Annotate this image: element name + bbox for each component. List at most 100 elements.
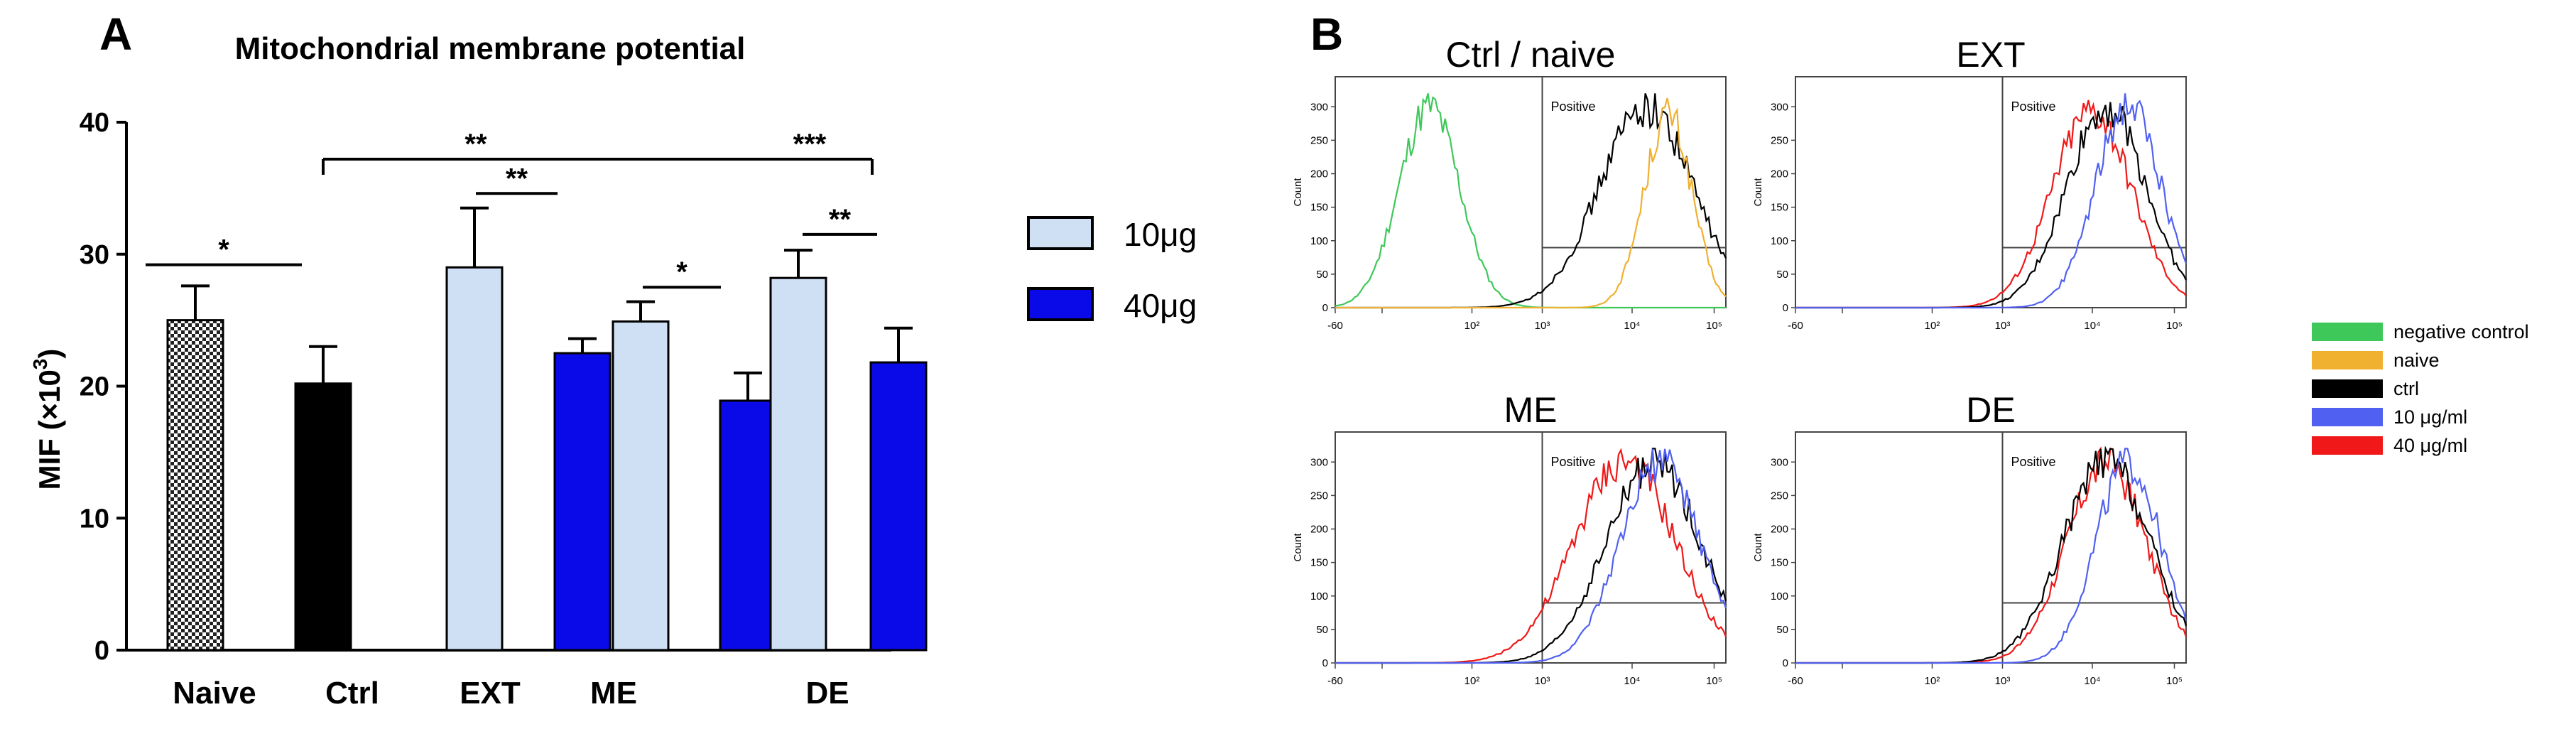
x-tick-label: 10⁴ <box>1624 675 1640 687</box>
gate-label: Positive <box>1551 455 1596 469</box>
y-tick-label: 50 <box>1316 269 1328 281</box>
significance-label: ** <box>829 204 852 235</box>
x-tick-label: 10⁴ <box>2084 320 2100 332</box>
x-tick-label: 10⁵ <box>1706 675 1722 687</box>
legend-label: ctrl <box>2393 378 2419 399</box>
histogram-curve <box>1335 97 1727 309</box>
bar-ext-10μg <box>445 266 504 652</box>
histogram-curve <box>1335 93 1726 309</box>
x-category-label: Naive <box>173 676 256 711</box>
y-tick-label: 0 <box>94 636 109 666</box>
legend-label: 40 μg/ml <box>2393 435 2467 456</box>
chart-b-legend: negative control naive ctrl 10 μg/ml 40 μg/m… <box>2312 321 2529 456</box>
histogram-frame <box>1795 431 2187 664</box>
legend-swatch <box>1027 216 1094 250</box>
legend-swatch <box>1027 287 1094 321</box>
x-category-label: DE <box>805 676 849 711</box>
y-tick-label: 40 <box>80 108 109 138</box>
histogram-panel: DE Positive Count 0 50 100 150 200 250 300 -60 10² 1… <box>1752 390 2188 687</box>
y-tick-label: 0 <box>1322 302 1328 314</box>
gate-label: Positive <box>2011 99 2056 114</box>
y-tick-label: 250 <box>1771 134 1788 146</box>
x-tick-label: 10² <box>1925 320 1940 332</box>
legend-swatch <box>2312 408 2383 426</box>
legend-swatch <box>2312 323 2383 341</box>
legend-swatch <box>2312 436 2383 455</box>
x-tick-label: 10² <box>1925 675 1940 687</box>
legend-swatch <box>2312 351 2383 369</box>
y-axis-label: Count <box>1292 178 1304 207</box>
y-tick-label: 100 <box>1310 235 1328 247</box>
legend-label: 40μg <box>1124 287 1197 324</box>
histogram-curve <box>1335 93 1727 309</box>
legend-label: 10 μg/ml <box>2393 406 2467 428</box>
histogram-title: DE <box>1966 390 2015 430</box>
x-tick-label: -60 <box>1327 675 1343 687</box>
legend-label: negative control <box>2393 321 2529 342</box>
x-tick-label: 10² <box>1464 675 1480 687</box>
y-tick-label: 250 <box>1310 490 1328 502</box>
y-tick-label: 50 <box>1776 624 1788 636</box>
histogram-curve <box>1795 446 2188 664</box>
y-tick-label: 0 <box>1322 657 1328 669</box>
significance-label: ** <box>464 129 487 160</box>
x-tick-label: 10⁴ <box>2084 675 2100 687</box>
y-tick-label: 30 <box>80 240 109 270</box>
y-tick-label: 50 <box>1316 624 1328 636</box>
x-tick-label: 10³ <box>1995 675 2011 687</box>
y-tick-label: 300 <box>1310 456 1328 468</box>
histogram-panel: ME Positive Count 0 50 100 150 200 250 300 -60 10² 1… <box>1292 390 1727 687</box>
x-tick-label: 10⁵ <box>2166 675 2183 687</box>
histogram-curve <box>1795 102 2187 309</box>
bar-naive-naive <box>166 319 224 652</box>
y-tick-label: 200 <box>1310 524 1328 536</box>
y-tick-label: 100 <box>1771 590 1788 603</box>
legend-label: 10μg <box>1124 216 1197 253</box>
y-axis-label: MIF (×103) <box>29 349 66 490</box>
y-tick-label: 150 <box>1310 557 1328 569</box>
y-tick-label: 300 <box>1771 456 1788 468</box>
x-category-label: EXT <box>460 676 521 711</box>
bar-ctrl-ctrl <box>294 382 352 652</box>
x-tick-label: 10⁵ <box>1706 320 1722 332</box>
significance-label: *** <box>793 129 827 160</box>
y-axis-label: Count <box>1292 533 1304 562</box>
x-category-label: ME <box>590 676 637 711</box>
bar-de-40μg <box>869 361 928 652</box>
y-axis-label: Count <box>1752 178 1764 207</box>
x-tick-label: -60 <box>1788 320 1803 332</box>
y-tick-label: 300 <box>1771 101 1788 113</box>
x-tick-label: -60 <box>1788 675 1803 687</box>
histogram-curve <box>1795 93 2188 309</box>
bar-ext-40μg <box>553 352 612 652</box>
y-tick-label: 250 <box>1310 134 1328 146</box>
bar-me-10μg <box>612 320 670 652</box>
x-tick-label: 10⁵ <box>2166 320 2183 332</box>
histogram-curve <box>1335 448 1727 664</box>
histogram-frame <box>1335 76 1727 308</box>
x-tick-label: -60 <box>1327 320 1343 332</box>
y-tick-label: 150 <box>1310 202 1328 214</box>
histogram-curve <box>1795 448 2188 664</box>
x-tick-label: 10² <box>1464 320 1480 332</box>
y-tick-label: 200 <box>1771 168 1788 180</box>
gate-label: Positive <box>2011 455 2056 469</box>
histogram-panels: Ctrl / naive Positive Count 0 50 100 150 200 250… <box>1292 35 2188 687</box>
y-tick-label: 100 <box>1310 590 1328 603</box>
gate-label: Positive <box>1551 99 1596 114</box>
histogram-curve <box>1335 448 1727 664</box>
significance-label: * <box>676 256 688 288</box>
y-tick-label: 50 <box>1776 269 1788 281</box>
histogram-panel: EXT Positive Count 0 50 100 150 200 250 300 -60 10²… <box>1752 35 2188 332</box>
legend-swatch <box>2312 379 2383 398</box>
y-tick-label: 250 <box>1771 490 1788 502</box>
significance-label: * <box>218 234 229 266</box>
significance-label: ** <box>506 163 528 194</box>
x-axis-categories: Naive Ctrl EXT ME DE <box>173 676 849 711</box>
y-tick-label: 20 <box>80 372 109 402</box>
significance-annotations: *** ******** <box>146 129 877 289</box>
panel-a-letter: A <box>99 9 132 60</box>
panel-b-letter: B <box>1310 9 1343 60</box>
y-tick-label: 100 <box>1771 235 1788 247</box>
